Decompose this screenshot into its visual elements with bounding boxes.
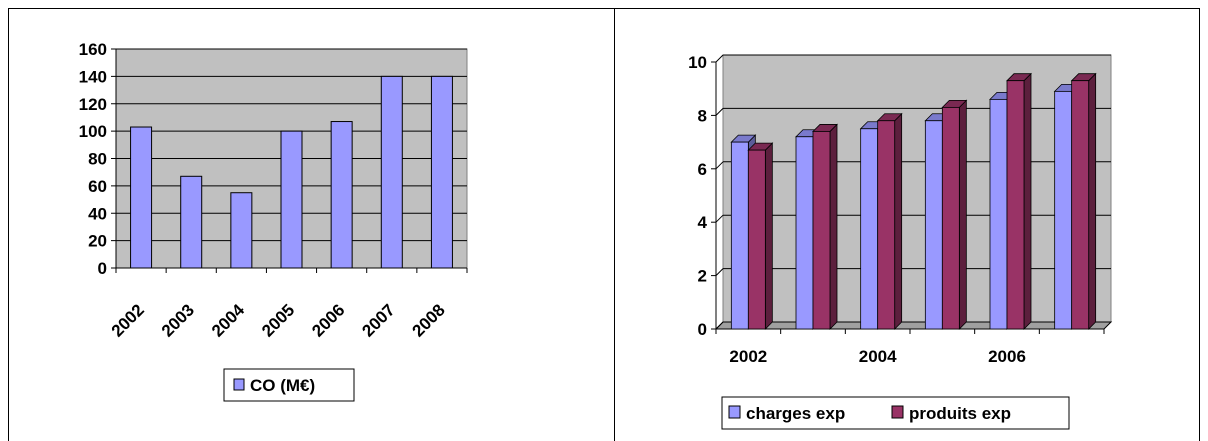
table-border bbox=[8, 8, 1200, 441]
bar bbox=[380, 75, 403, 269]
bar bbox=[1006, 80, 1025, 330]
gridline-side bbox=[715, 108, 724, 116]
plot-floor bbox=[714, 321, 1113, 330]
bar bbox=[795, 136, 814, 330]
y-tick-label: 0 bbox=[698, 320, 707, 339]
bar-side bbox=[894, 112, 903, 330]
x-tick-label: 2008 bbox=[409, 300, 449, 340]
x-tick-label: 2003 bbox=[158, 300, 198, 340]
bar bbox=[230, 192, 253, 269]
x-tick-label: 2004 bbox=[859, 347, 897, 366]
plot-wall bbox=[722, 54, 1112, 323]
y-tick-label: 60 bbox=[88, 177, 107, 196]
y-tick-label: 6 bbox=[698, 160, 707, 179]
legend-label: CO (M€) bbox=[250, 376, 315, 395]
x-tick-label: 2006 bbox=[308, 300, 348, 340]
y-tick-label: 40 bbox=[88, 204, 107, 223]
y-tick-label: 80 bbox=[88, 150, 107, 169]
gridline-side bbox=[715, 268, 724, 276]
y-tick-label: 100 bbox=[79, 122, 107, 141]
y-tick-label: 120 bbox=[79, 95, 107, 114]
bar bbox=[280, 130, 303, 269]
x-tick-label: 2004 bbox=[208, 300, 249, 341]
bar bbox=[812, 131, 831, 330]
bar bbox=[130, 126, 153, 269]
bar bbox=[941, 106, 960, 330]
y-tick-label: 2 bbox=[698, 267, 707, 286]
legend-swatch bbox=[233, 378, 245, 391]
bar bbox=[747, 149, 766, 330]
bar bbox=[730, 141, 749, 330]
charts-table: 0 20 40 60 80 100 120 140 160 2002 2003 2004 2005 200… bbox=[8, 8, 1200, 441]
y-tick-label: 140 bbox=[79, 67, 107, 86]
bar-side bbox=[1023, 72, 1032, 330]
bar bbox=[989, 98, 1008, 330]
y-tick-label: 4 bbox=[698, 213, 708, 232]
x-tick-label: 2005 bbox=[258, 300, 298, 340]
x-tick-label: 2006 bbox=[988, 347, 1026, 366]
bar-side bbox=[958, 99, 967, 330]
bar bbox=[1054, 90, 1073, 330]
gridline-side bbox=[715, 161, 724, 170]
bar bbox=[330, 121, 353, 269]
bar bbox=[877, 120, 896, 330]
bar-side bbox=[764, 142, 773, 330]
y-tick-label: 20 bbox=[88, 232, 107, 251]
legend-label: charges exp bbox=[746, 404, 845, 423]
bar bbox=[1071, 80, 1090, 330]
gridline-side bbox=[715, 54, 724, 63]
y-tick-label: 0 bbox=[98, 259, 107, 278]
x-tick-label: 2007 bbox=[358, 300, 398, 340]
y-tick-label: 160 bbox=[79, 40, 107, 59]
bar-side bbox=[1088, 72, 1097, 330]
charges-produits-bar-chart: 0 2 4 6 8 10 2002 2004 2006 charges exp produits e… bbox=[688, 53, 1113, 430]
gridline-side bbox=[715, 214, 724, 223]
bar-side bbox=[829, 123, 838, 330]
y-tick-label: 8 bbox=[698, 106, 707, 125]
bar bbox=[860, 128, 879, 330]
legend-box bbox=[223, 368, 355, 402]
x-tick-label: 2002 bbox=[108, 300, 148, 340]
gridline-side bbox=[715, 321, 724, 330]
bar bbox=[430, 75, 453, 269]
bar bbox=[180, 175, 203, 269]
bar bbox=[924, 120, 943, 330]
legend-swatch bbox=[728, 405, 741, 419]
legend-label: produits exp bbox=[909, 404, 1011, 423]
x-tick-label: 2002 bbox=[729, 347, 767, 366]
legend-swatch bbox=[891, 405, 904, 419]
y-tick-label: 10 bbox=[688, 53, 707, 72]
